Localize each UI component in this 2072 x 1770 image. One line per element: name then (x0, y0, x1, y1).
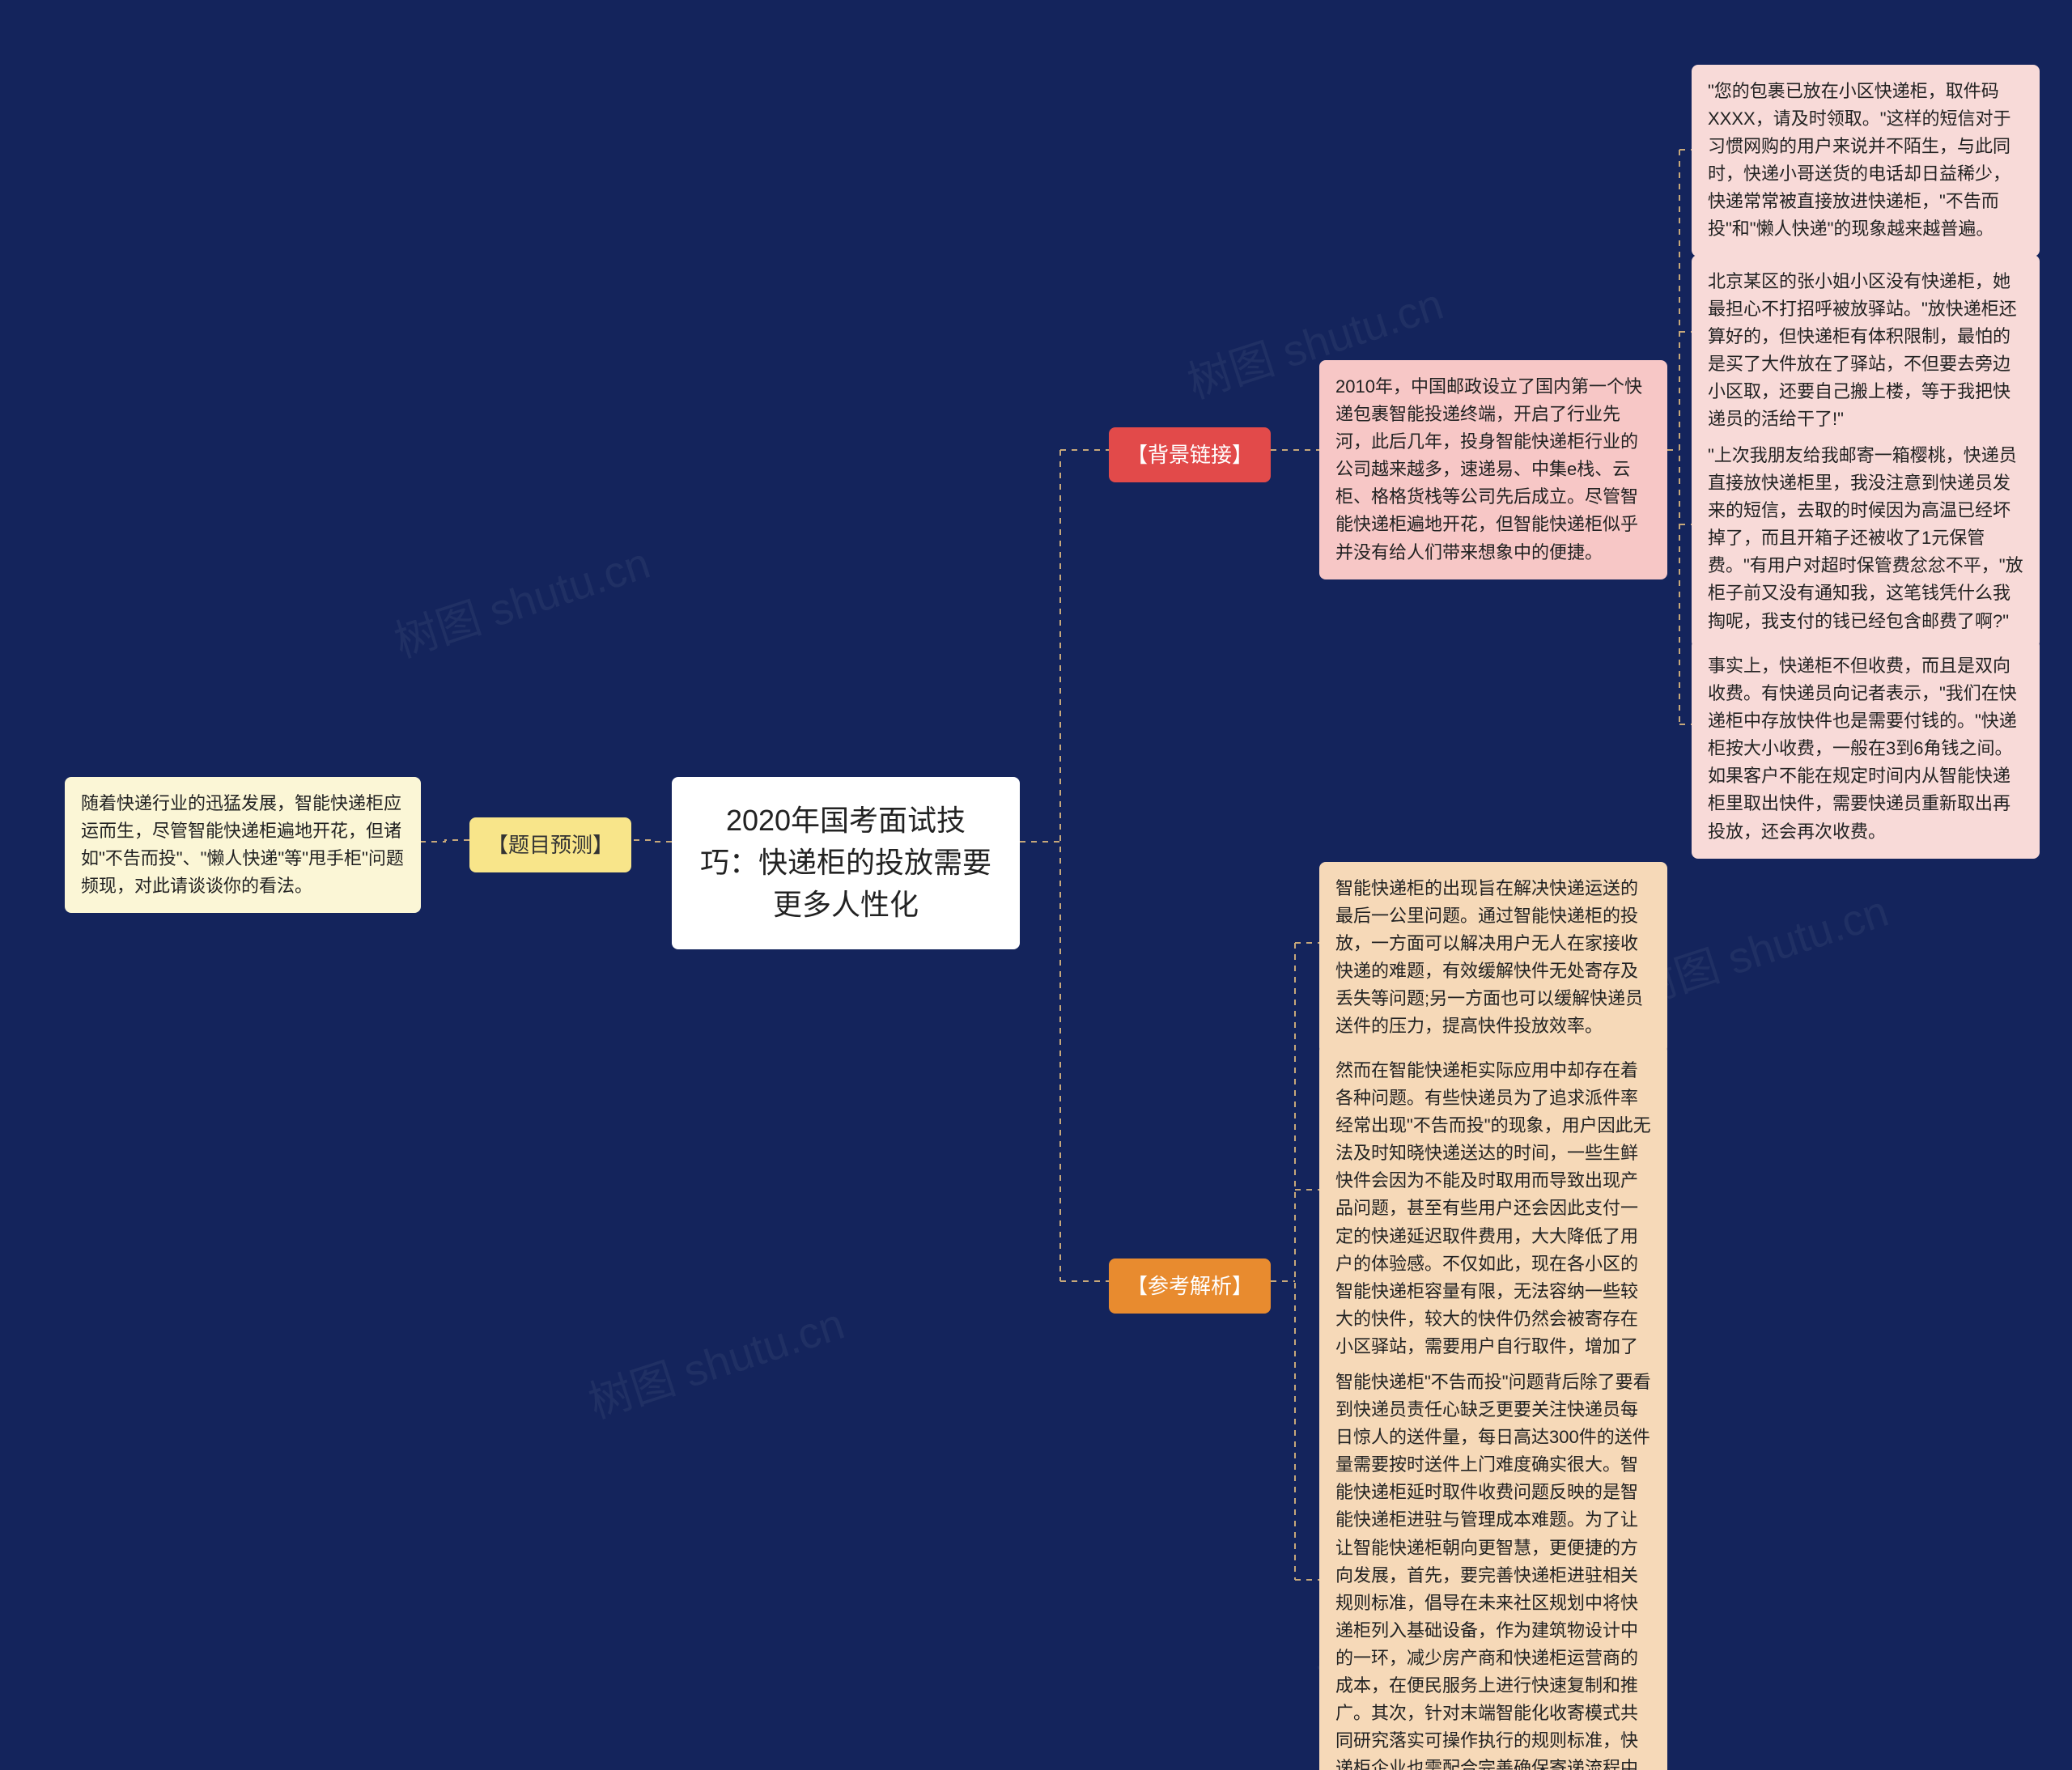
edge-left-cat-to-leaf (421, 840, 469, 842)
leaf-background-4: 事实上，快递柜不但收费，而且是双向收费。有快递员向记者表示，"我们在快递柜中存放… (1692, 639, 2040, 859)
leaf-prediction-1: 随着快递行业的迅猛发展，智能快递柜应运而生，尽管智能快递柜遍地开花，但诸如"不告… (65, 777, 421, 913)
category-prediction: 【题目预测】 (469, 817, 631, 872)
watermark: 树图 shutu.cn (580, 1288, 851, 1430)
watermark: 树图 shutu.cn (385, 527, 657, 669)
leaf-background-2: 北京某区的张小姐小区没有快递柜，她最担心不打招呼被放驿站。"放快递柜还算好的，但… (1692, 255, 2040, 447)
leaf-analysis-1: 智能快递柜的出现旨在解决快递运送的最后一公里问题。通过智能快递柜的投放，一方面可… (1319, 862, 1667, 1054)
edge-center-to-left-cat (631, 840, 672, 842)
category-background: 【背景链接】 (1109, 427, 1271, 482)
leaf-background-3: "上次我朋友给我邮寄一箱樱桃，快递员直接放快递柜里，我没注意到快递员发来的短信，… (1692, 429, 2040, 648)
leaf-analysis-3: 智能快递柜"不告而投"问题背后除了要看到快递员责任心缺乏更要关注快递员每日惊人的… (1319, 1356, 1667, 1770)
leaf-background-mid: 2010年，中国邮政设立了国内第一个快递包裹智能投递终端，开启了行业先河，此后几… (1319, 360, 1667, 579)
leaf-background-1: "您的包裹已放在小区快递柜，取件码XXXX，请及时领取。"这样的短信对于习惯网购… (1692, 65, 2040, 257)
category-analysis: 【参考解析】 (1109, 1259, 1271, 1314)
leaf-analysis-2: 然而在智能快递柜实际应用中却存在着各种问题。有些快递员为了追求派件率经常出现"不… (1319, 1044, 1667, 1401)
center-node: 2020年国考面试技巧：快递柜的投放需要更多人性化 (672, 777, 1020, 949)
